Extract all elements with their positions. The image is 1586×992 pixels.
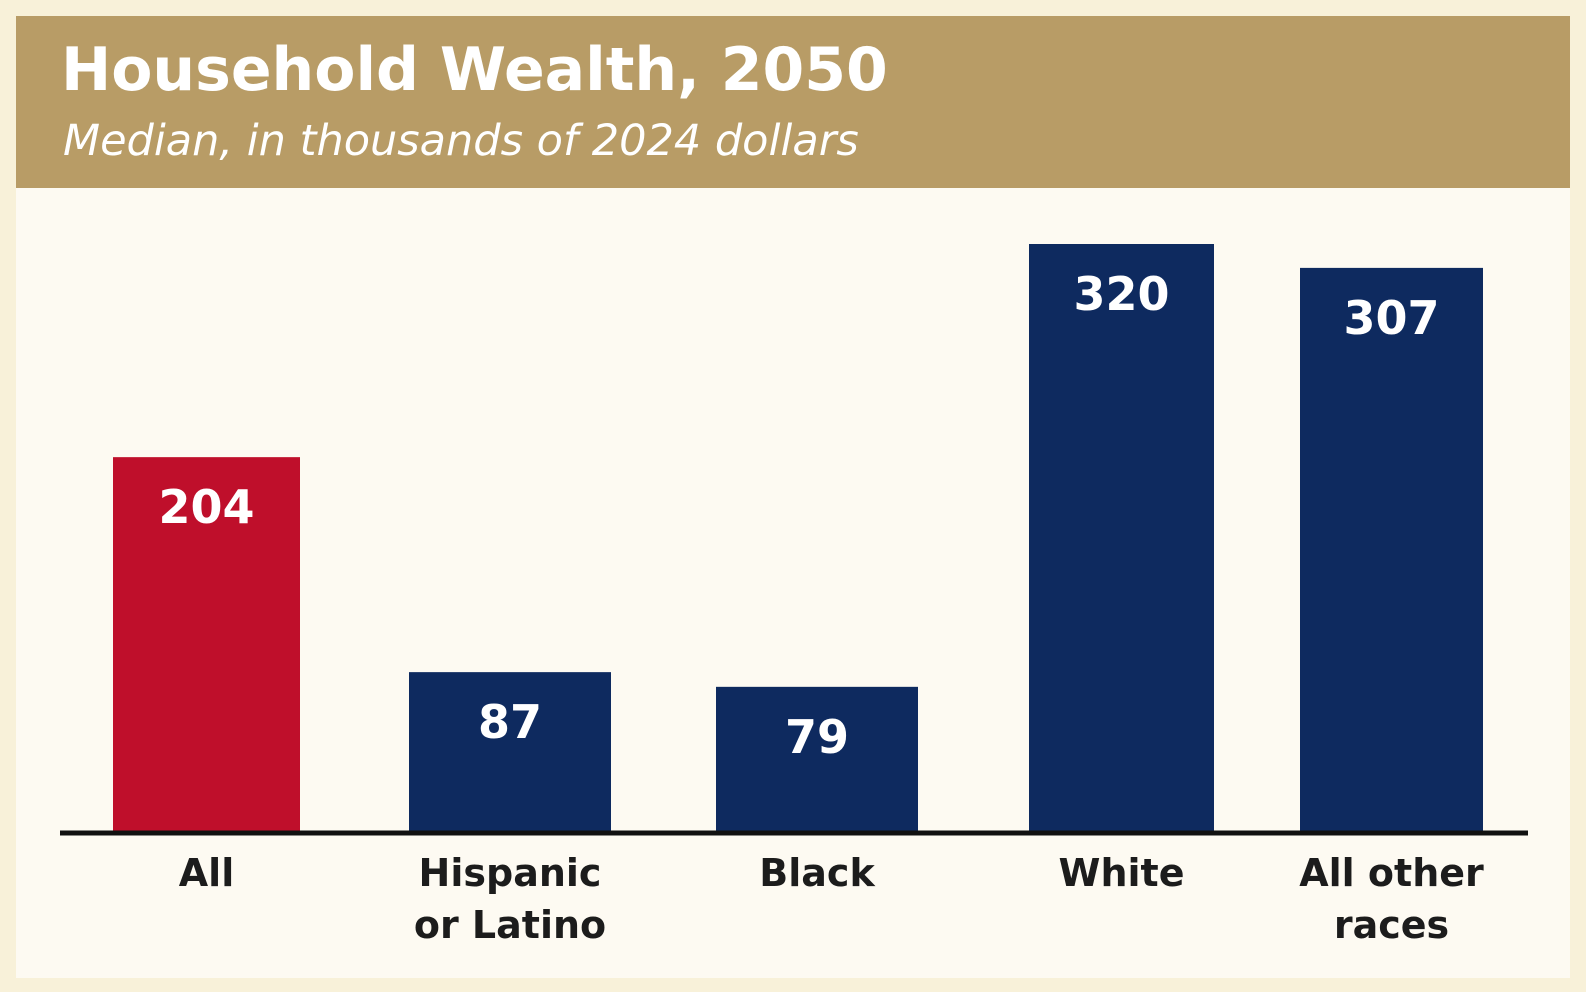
bar-hispanic-or-latino — [409, 672, 611, 832]
bar-value-label-all: 204 — [158, 480, 254, 534]
bar-value-label-hispanic-or-latino: 87 — [478, 695, 542, 749]
category-label-white: White — [1059, 851, 1185, 895]
bar-all-other-races — [1300, 267, 1483, 832]
chart-subtitle: Median, in thousands of 2024 dollars — [63, 116, 859, 166]
bar-white — [1029, 244, 1214, 832]
category-label-all: All — [179, 851, 234, 895]
header-banner: Household Wealth, 2050 Median, in thousa… — [16, 16, 1570, 188]
bar-value-label-all-other-races: 307 — [1343, 291, 1439, 345]
bar-black — [716, 686, 918, 832]
category-label-all-other-races: All other races — [1299, 851, 1484, 947]
bar-value-label-white: 320 — [1073, 267, 1169, 321]
bar-value-label-black: 79 — [785, 710, 849, 764]
category-label-black: Black — [759, 851, 875, 895]
chart-title: Household Wealth, 2050 — [61, 35, 888, 105]
bar-all — [113, 457, 300, 832]
category-label-hispanic-or-latino: Hispanic or Latino — [414, 851, 606, 947]
